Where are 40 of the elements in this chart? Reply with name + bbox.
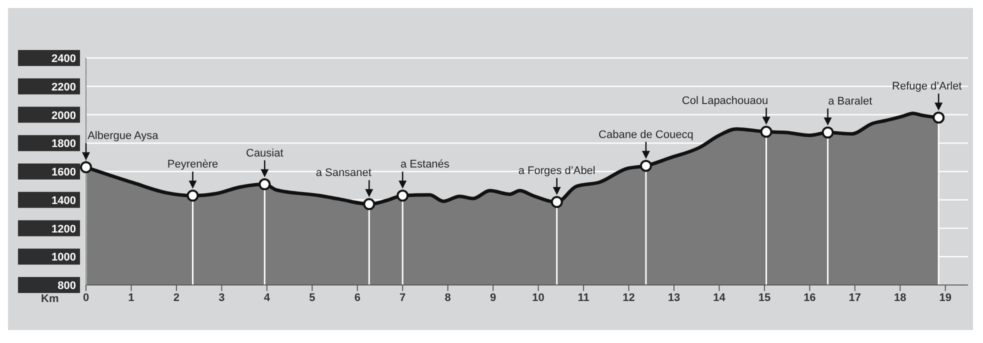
x-tick-label: 5	[309, 292, 316, 304]
annotation: Albergue Aysa	[88, 130, 160, 142]
annotation: Peyrenère	[167, 158, 218, 171]
y-tick-label: 1600	[52, 166, 76, 178]
x-tick-label: 16	[804, 292, 816, 304]
annotation: a Sansanet	[316, 167, 372, 180]
x-tick-label: 9	[490, 292, 496, 304]
annotation: a Forges d’Abel	[518, 165, 596, 178]
x-tick-label: 7	[400, 292, 406, 304]
y-tick-label: 2400	[52, 53, 76, 65]
x-tick-label: 3	[218, 292, 225, 304]
x-tick-label: 14	[713, 292, 726, 304]
x-tick-label: 2	[173, 292, 180, 304]
x-tick-label: 13	[668, 292, 680, 304]
y-tick-label: 2200	[52, 81, 76, 94]
x-tick-label: 10	[532, 292, 544, 304]
y-tick-label: 800	[58, 280, 76, 292]
y-tick-label: 1400	[52, 194, 76, 207]
y-tick-label: 1200	[52, 223, 76, 236]
annotation: Cabane de Couecq	[598, 128, 694, 141]
x-tick-label: 4	[264, 292, 271, 304]
x-tick-label: 8	[444, 292, 451, 304]
y-tick-label: 1000	[52, 252, 76, 264]
annotation: a Baralet	[828, 95, 872, 108]
x-tick-label: 0	[82, 292, 90, 304]
x-tick-label: 18	[894, 292, 906, 304]
y-tick-label: 2000	[52, 110, 76, 122]
annotation: a Estanés	[400, 158, 450, 171]
x-tick-label: 11	[578, 292, 590, 304]
y-tick-label: 1800	[52, 138, 76, 150]
x-axis-title: Km	[41, 293, 59, 305]
annotation: Refuge d’Arlet	[892, 80, 962, 93]
annotation: Causiat	[246, 147, 284, 160]
x-tick-label: 17	[848, 292, 862, 304]
annotation: Col Lapachouaou	[682, 94, 768, 107]
x-tick-label: 6	[354, 292, 360, 304]
x-tick-label: 19	[939, 292, 952, 304]
x-tick-label: 12	[622, 292, 635, 304]
x-tick-label: 15	[758, 292, 771, 304]
x-tick-label: 1	[128, 292, 134, 304]
